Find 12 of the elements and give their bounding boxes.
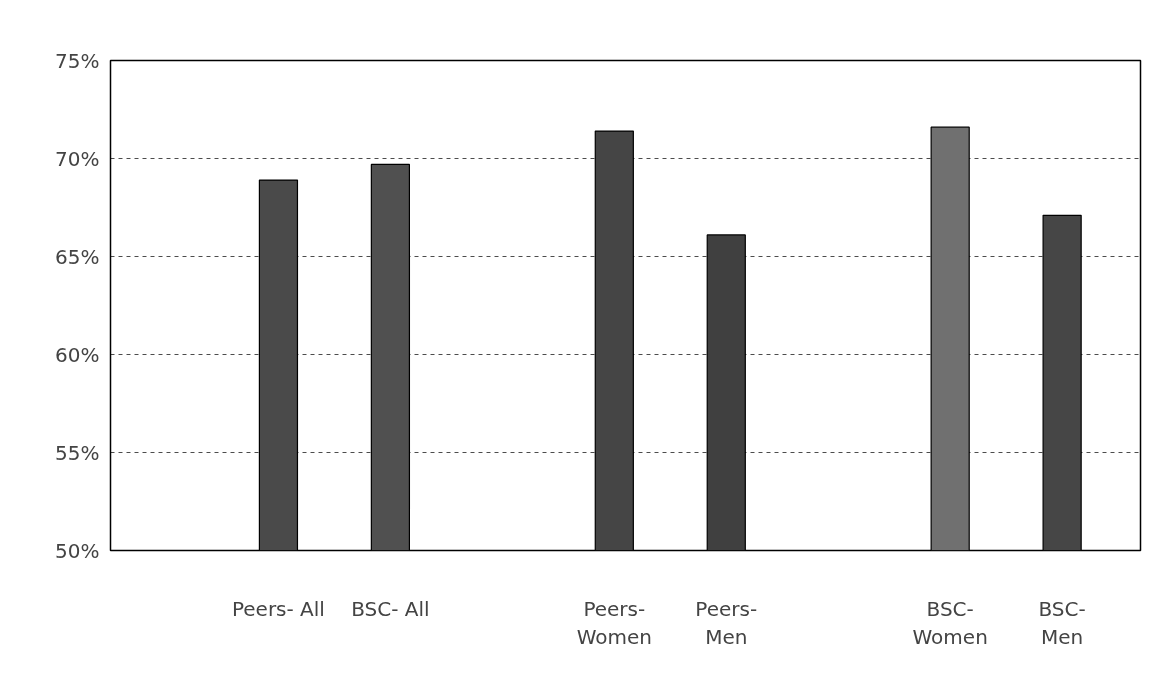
y-tick-label: 55% [55, 440, 100, 465]
y-tick-label: 75% [55, 48, 100, 73]
x-tick-label: BSC- Men [1038, 596, 1086, 650]
y-tick-label: 50% [55, 538, 100, 563]
y-tick-label: 65% [55, 244, 100, 269]
y-tick-label: 70% [55, 146, 100, 171]
x-tick-label: BSC- All [351, 596, 430, 621]
x-tick-label: Peers- All [231, 596, 325, 621]
y-tick-label: 60% [55, 342, 100, 367]
x-tick-label: BSC- Women [912, 596, 988, 650]
x-tick-label: Peers- Men [695, 596, 758, 650]
x-tick-label: Peers- Women [576, 596, 652, 650]
